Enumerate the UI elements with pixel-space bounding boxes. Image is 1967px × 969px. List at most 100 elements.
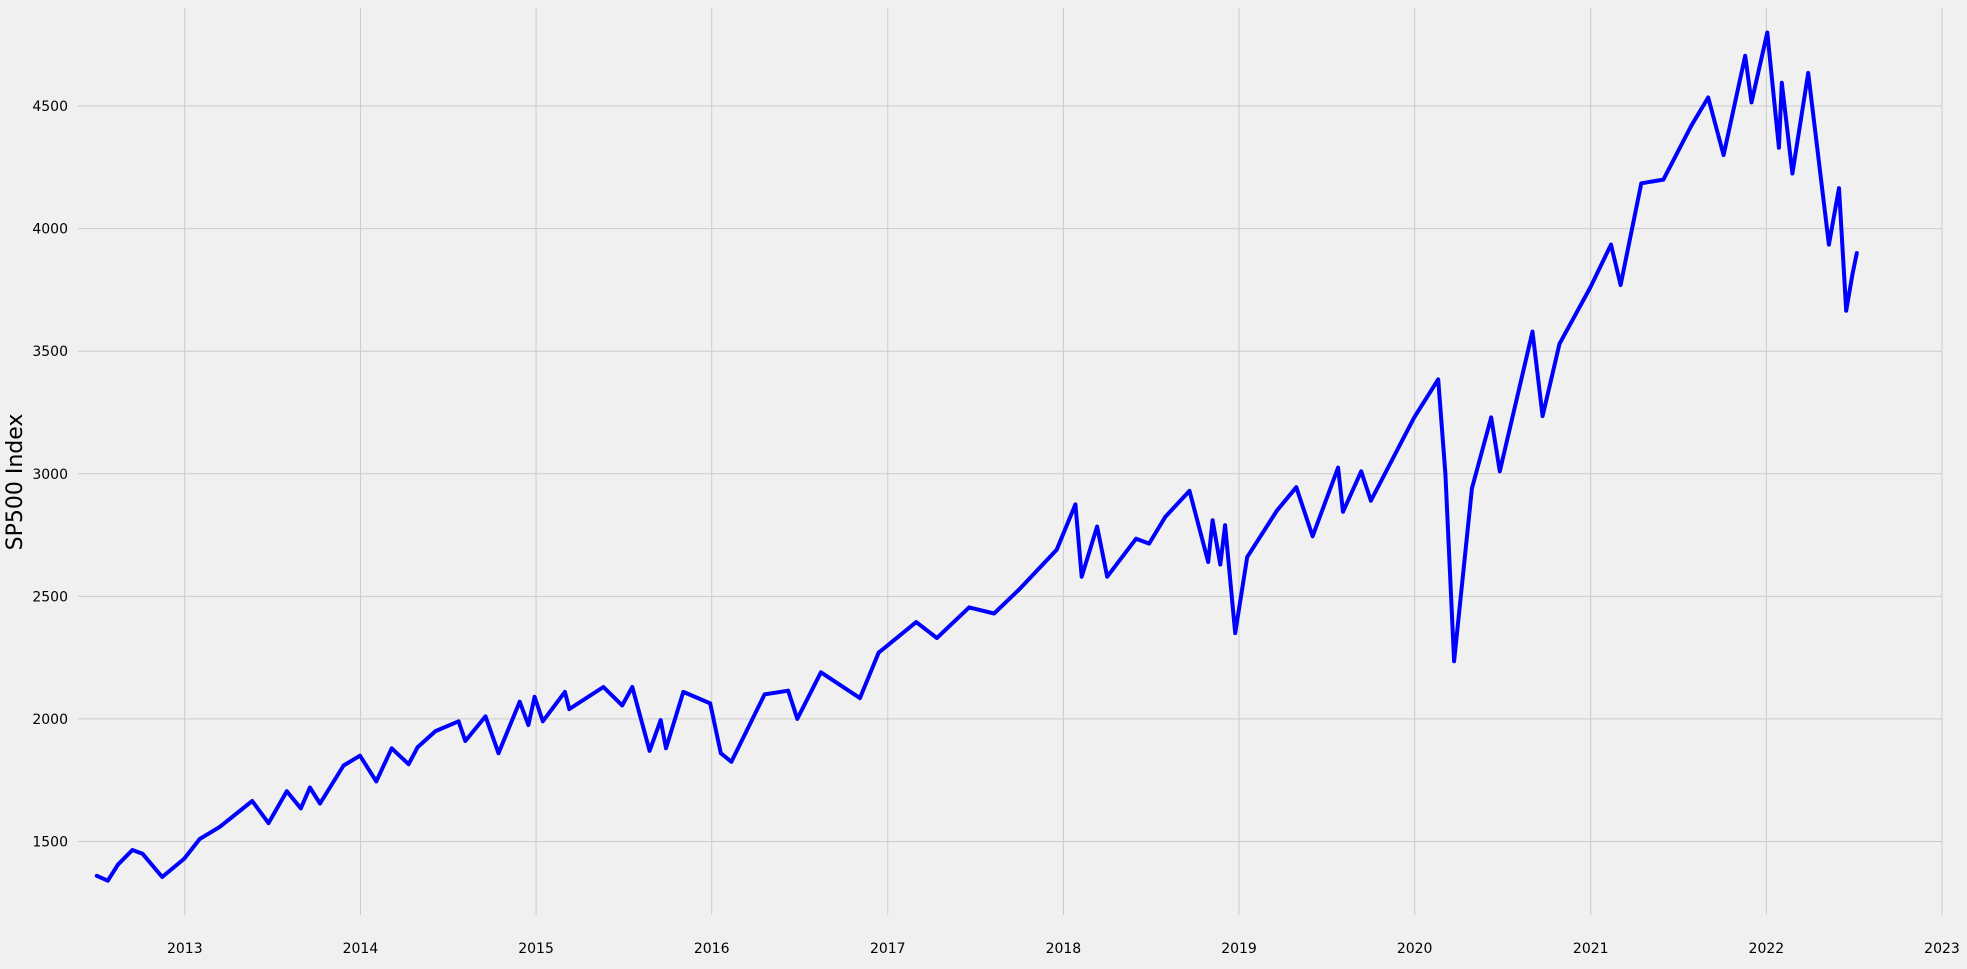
data-point xyxy=(433,729,438,733)
data-point xyxy=(1310,534,1315,539)
x-tick-label: 2017 xyxy=(870,941,906,957)
data-point xyxy=(1837,186,1841,190)
y-axis-title: SP500 Index xyxy=(3,414,28,551)
data-point xyxy=(935,636,939,640)
data-point xyxy=(1095,524,1099,529)
data-point xyxy=(1498,469,1502,474)
data-point xyxy=(601,685,606,689)
data-point xyxy=(1223,523,1227,527)
data-point xyxy=(876,650,881,655)
data-point xyxy=(406,762,411,766)
data-point xyxy=(250,799,254,803)
data-point xyxy=(1294,485,1299,490)
data-point xyxy=(218,825,222,829)
data-point xyxy=(1369,498,1373,503)
data-point xyxy=(517,699,522,704)
data-point xyxy=(1489,415,1493,420)
data-point xyxy=(1275,508,1279,513)
x-tick-label: 2022 xyxy=(1749,941,1785,957)
data-point xyxy=(374,779,379,784)
data-point xyxy=(197,837,202,841)
data-point xyxy=(967,605,971,610)
data-point xyxy=(762,692,767,697)
data-point xyxy=(719,751,723,755)
data-point xyxy=(1689,123,1694,128)
y-tick-labels: 1500 2000 2500 3000 3500 4000 4500 xyxy=(32,99,68,850)
data-point xyxy=(819,670,823,675)
data-point xyxy=(1743,54,1747,58)
data-point xyxy=(914,620,918,624)
data-point xyxy=(1436,377,1440,382)
data-point xyxy=(308,785,312,790)
data-point xyxy=(567,707,572,711)
x-tick-label: 2021 xyxy=(1573,941,1609,957)
data-point xyxy=(140,851,145,856)
data-point xyxy=(1777,145,1781,150)
data-point xyxy=(630,685,635,689)
data-point xyxy=(1443,472,1448,476)
data-point xyxy=(1412,415,1416,420)
data-point xyxy=(1336,465,1340,470)
x-tick-label: 2015 xyxy=(518,941,554,957)
data-point xyxy=(285,789,289,793)
data-point xyxy=(1588,285,1593,290)
data-point xyxy=(1557,342,1562,346)
data-point xyxy=(1661,177,1666,182)
data-point xyxy=(1163,514,1168,519)
data-point xyxy=(1147,541,1151,546)
x-tick-labels: 2013 2014 2015 2016 2017 2018 2019 2020 2021 2022… xyxy=(167,941,1960,957)
data-point xyxy=(1706,95,1710,100)
data-point xyxy=(1609,242,1613,247)
data-point xyxy=(1855,251,1859,255)
data-point xyxy=(389,746,394,751)
x-tick-label: 2023 xyxy=(1924,941,1960,957)
data-point xyxy=(266,821,271,825)
data-point xyxy=(1054,547,1059,552)
data-point xyxy=(1210,518,1215,523)
data-point xyxy=(160,875,164,879)
y-tick-label: 4500 xyxy=(32,99,68,115)
data-point xyxy=(1359,469,1363,474)
data-point xyxy=(1134,536,1138,541)
data-point xyxy=(1105,574,1109,579)
data-point xyxy=(1079,574,1084,579)
data-point xyxy=(1790,171,1795,176)
data-point xyxy=(1827,242,1831,247)
data-point xyxy=(664,746,668,751)
data-point xyxy=(992,611,996,616)
data-point xyxy=(116,862,120,867)
data-point xyxy=(1452,659,1456,664)
data-point xyxy=(1540,414,1545,418)
data-point xyxy=(1187,489,1192,493)
data-point xyxy=(786,688,790,693)
data-point xyxy=(1844,308,1848,313)
data-point xyxy=(299,806,303,811)
data-point xyxy=(1341,510,1345,514)
data-point xyxy=(1206,560,1210,564)
data-point xyxy=(182,856,187,861)
data-point xyxy=(130,848,135,852)
y-tick-label: 3000 xyxy=(32,467,68,483)
data-point xyxy=(1233,631,1237,635)
x-tick-label: 2020 xyxy=(1397,941,1433,957)
data-point xyxy=(415,745,420,749)
data-point xyxy=(1749,100,1754,105)
data-point xyxy=(1218,562,1223,567)
x-tick-label: 2018 xyxy=(1046,941,1082,957)
data-point xyxy=(463,739,468,743)
data-point xyxy=(526,723,531,727)
data-point xyxy=(1721,153,1726,157)
data-point xyxy=(1639,181,1644,186)
data-point xyxy=(1470,486,1474,491)
x-tick-label: 2014 xyxy=(343,941,379,957)
data-point xyxy=(1530,329,1535,334)
data-point xyxy=(1780,81,1784,85)
data-point xyxy=(1073,502,1078,507)
data-point xyxy=(1245,555,1249,559)
x-gridlines xyxy=(184,8,1943,915)
data-point xyxy=(1850,272,1855,276)
data-point xyxy=(658,718,663,722)
